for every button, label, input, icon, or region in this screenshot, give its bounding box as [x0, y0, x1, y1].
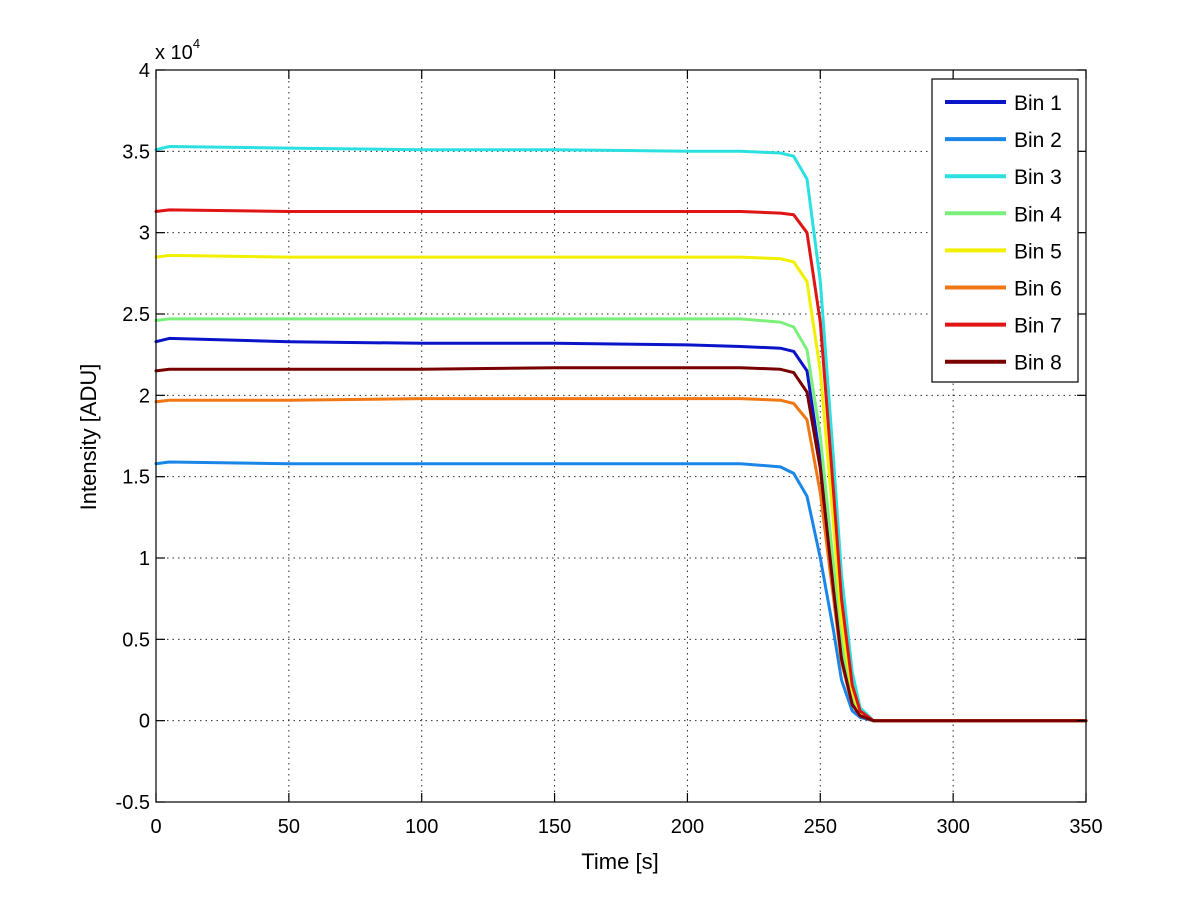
legend-label-bin-2: Bin 2 [1014, 129, 1062, 152]
legend-label-bin-4: Bin 4 [1014, 203, 1062, 226]
legend: Bin 1 Bin 2 Bin 3 Bin 4 Bin 5 Bin 6 Bin 7 Bin 8 [931, 78, 1079, 383]
x-tick-label: 0 [150, 816, 161, 838]
x-tick-label: 200 [671, 816, 704, 838]
legend-label-bin-7: Bin 7 [1014, 315, 1062, 338]
x-tick-label: 50 [278, 816, 300, 838]
x-tick-label: 150 [538, 816, 571, 838]
y-tick-label: 3 [139, 223, 150, 245]
legend-label-bin-8: Bin 8 [1014, 352, 1062, 375]
y-multiplier: x 104 [155, 36, 200, 64]
plot-area [156, 70, 1086, 802]
y-tick-label: 1.5 [122, 467, 150, 489]
axes-box [155, 69, 1087, 803]
legend-label-bin-6: Bin 6 [1014, 278, 1062, 301]
y-tick-label: 0 [139, 711, 150, 733]
x-axis-label: Time [s] [581, 849, 658, 874]
y-multiplier-exponent: 4 [193, 36, 200, 51]
y-axis-label: Intensity [ADU] [76, 364, 101, 511]
y-tick-label: 2.5 [122, 304, 150, 326]
legend-label-bin-5: Bin 5 [1014, 240, 1062, 263]
y-tick-label: 4 [139, 60, 150, 82]
series-line-bin-7 [154, 208, 1088, 723]
legend-items: Bin 1 Bin 2 Bin 3 Bin 4 Bin 5 Bin 6 Bin 7 Bin 8 [945, 92, 1062, 375]
legend-box [931, 78, 1079, 383]
ticks [155, 69, 1087, 803]
y-tick-label: -0.5 [116, 792, 150, 814]
x-tick-label: 300 [936, 816, 969, 838]
legend-label-bin-3: Bin 3 [1014, 166, 1062, 189]
y-tick-label: 2 [139, 385, 150, 407]
x-tick-labels: 0 50 100 150 200 250 300 350 [150, 816, 1102, 838]
x-tick-label: 100 [405, 816, 438, 838]
series-lines [154, 145, 1088, 723]
y-tick-label: 0.5 [122, 629, 150, 651]
legend-label-bin-1: Bin 1 [1014, 92, 1062, 115]
y-tick-label: 1 [139, 548, 150, 570]
series-line-bin-8 [154, 366, 1088, 723]
x-tick-label: 250 [804, 816, 837, 838]
series-line-bin-3 [154, 145, 1088, 723]
x-tick-label: 350 [1069, 816, 1102, 838]
y-tick-label: 3.5 [122, 141, 150, 163]
y-tick-labels: -0.5 0 0.5 1 1.5 2 2.5 3 3.5 4 [116, 60, 150, 814]
